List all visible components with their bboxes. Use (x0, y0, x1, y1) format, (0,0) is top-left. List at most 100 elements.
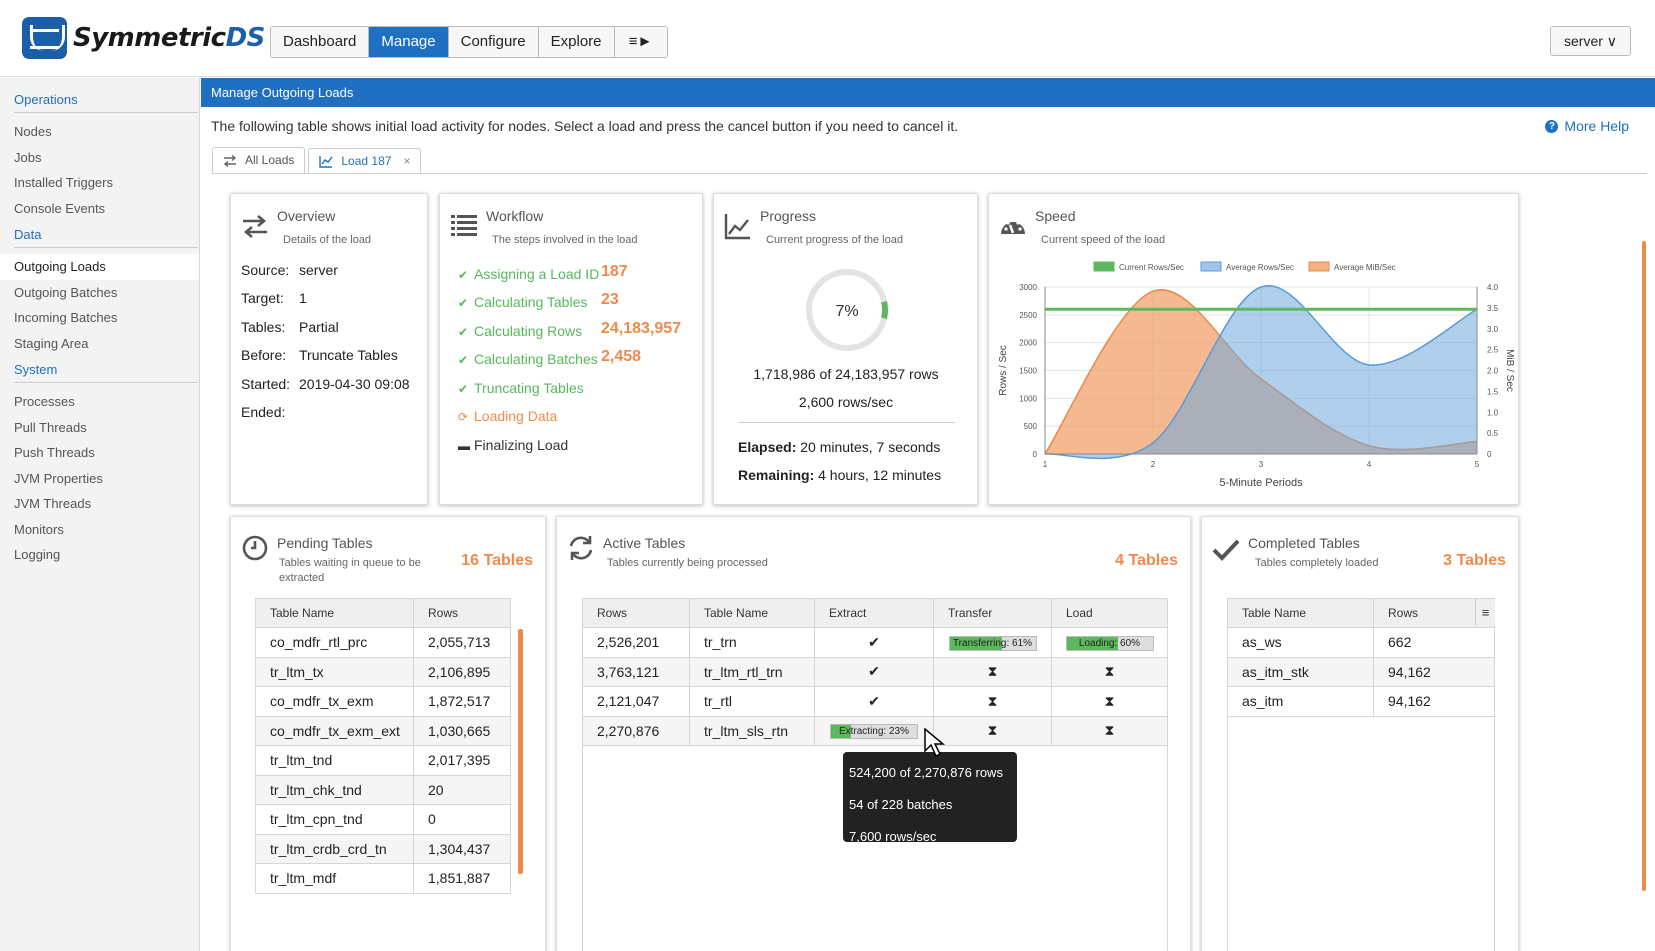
workflow-step-calc-tables: ✔ Calculating Tables 23 (458, 291, 619, 310)
cell-rows: 1,851,887 (413, 863, 511, 894)
cell-table-name: as_ws (1227, 627, 1374, 658)
table-row[interactable]: co_mdfr_rtl_prc 2,055,713 (255, 627, 511, 658)
progress-rate-text: 2,600 rows/sec (798, 394, 894, 410)
col-load[interactable]: Load (1051, 598, 1168, 628)
sidebar-item-jvm-threads[interactable]: JVM Threads (14, 496, 92, 511)
table-row[interactable]: 2,270,876 tr_ltm_sls_rtn Extracting: 23%… (582, 715, 1168, 746)
sidebar-item-push-threads[interactable]: Push Threads (14, 445, 95, 460)
overview-target: Target: 1 (241, 290, 307, 306)
hourglass-icon: ⧗ (987, 663, 998, 680)
series-area (1045, 285, 1477, 459)
nav-explore[interactable]: Explore (538, 27, 615, 57)
symmetricds-logo[interactable]: SymmetricDS (22, 17, 265, 59)
table-row[interactable]: co_mdfr_tx_exm_ext 1,030,665 (255, 715, 511, 746)
sidebar-section-system[interactable]: System (14, 362, 198, 383)
table-row[interactable]: tr_ltm_tnd 2,017,395 (255, 745, 511, 776)
x-tick-label: 2 (1151, 460, 1156, 469)
line-chart-icon (319, 155, 333, 168)
speed-panel: Speed Current speed of the load Current … (988, 193, 1519, 505)
cell-table-name: co_mdfr_tx_exm (255, 686, 414, 717)
sidebar-item-outgoing-batches[interactable]: Outgoing Batches (14, 284, 118, 300)
col-transfer[interactable]: Transfer (933, 598, 1052, 628)
sidebar-item-logging[interactable]: Logging (14, 547, 61, 562)
hourglass-icon: ⧗ (987, 692, 998, 709)
y-tick-label: 1500 (1019, 367, 1037, 376)
extract-progress-bar[interactable]: Extracting: 23% (830, 724, 918, 740)
table-row[interactable]: tr_ltm_cpn_tnd 0 (255, 804, 511, 835)
page-title: Manage Outgoing Loads (201, 78, 1655, 107)
progress-remaining: Remaining: 4 hours, 12 minutes (738, 467, 942, 483)
overview-before: Before: Truncate Tables (241, 347, 398, 363)
col-rows[interactable]: Rows (582, 598, 690, 628)
workflow-title: Workflow (486, 208, 544, 224)
sidebar-item-console-events[interactable]: Console Events (14, 200, 106, 216)
y-tick-label: 1000 (1019, 394, 1037, 403)
col-table-name[interactable]: Table Name (255, 598, 414, 628)
table-row[interactable]: tr_ltm_tx 2,106,895 (255, 656, 511, 687)
pending-scrollbar[interactable] (518, 629, 523, 874)
close-tab-icon[interactable]: × (403, 154, 411, 168)
active-title: Active Tables (603, 535, 686, 551)
tab-load-187[interactable]: Load 187 × (308, 148, 422, 174)
sidebar-section-data[interactable]: Data (14, 227, 198, 248)
table-row[interactable]: 2,121,047 tr_rtl ✔ ⧗ ⧗ (582, 686, 1168, 717)
progress-title: Progress (760, 208, 817, 224)
sidebar-section-operations[interactable]: Operations (14, 92, 198, 113)
col-table-name[interactable]: Table Name (1227, 598, 1374, 628)
list-icon (451, 215, 477, 236)
table-row[interactable]: as_itm_stk 94,162 (1227, 656, 1495, 687)
sidebar-item-staging-area[interactable]: Staging Area (14, 335, 89, 351)
exchange-icon (243, 215, 267, 238)
nav-menu-toggle[interactable]: ≡► (614, 27, 667, 57)
completed-title: Completed Tables (1248, 535, 1360, 551)
sidebar-item-installed-triggers[interactable]: Installed Triggers (14, 175, 113, 190)
overview-ended: Ended: (241, 404, 286, 420)
col-table-name[interactable]: Table Name (689, 598, 815, 628)
sidebar-item-pull-threads[interactable]: Pull Threads (14, 419, 87, 435)
x-tick-label: 3 (1259, 460, 1264, 469)
y2-tick-label: 4.0 (1487, 283, 1499, 292)
active-tables-panel: Active Tables Tables currently being pro… (556, 516, 1191, 951)
table-row[interactable]: 2,526,201 tr_trn ✔ Transferring: 61% Loa… (582, 627, 1168, 658)
page-scrollbar[interactable] (1642, 241, 1646, 891)
exchange-icon (223, 154, 237, 167)
nav-manage[interactable]: Manage (369, 27, 449, 57)
more-help-link[interactable]: ? More Help (1545, 118, 1629, 134)
table-row[interactable]: co_mdfr_tx_exm 1,872,517 (255, 686, 511, 717)
column-menu-icon[interactable]: ≡ (1475, 599, 1495, 626)
table-row[interactable]: 3,763,121 tr_ltm_rtl_trn ✔ ⧗ ⧗ (582, 656, 1168, 687)
y2-tick-label: 0.5 (1487, 429, 1499, 438)
col-rows[interactable]: Rows (1373, 598, 1495, 628)
col-extract[interactable]: Extract (814, 598, 934, 628)
progress-elapsed: Elapsed: 20 minutes, 7 seconds (738, 439, 941, 455)
series-area (1045, 289, 1477, 454)
sidebar-item-jobs[interactable]: Jobs (14, 149, 42, 165)
cell-rows: 1,030,665 (413, 715, 511, 746)
sidebar-item-outgoing-loads[interactable]: Outgoing Loads (0, 254, 199, 280)
tab-all-loads[interactable]: All Loads (212, 147, 306, 173)
y-axis-label: Rows / Sec (998, 345, 1009, 396)
table-row[interactable]: tr_ltm_chk_tnd 20 (255, 774, 511, 805)
workflow-panel: Workflow The steps involved in the load … (439, 193, 703, 505)
logo-text: SymmetricDS (73, 23, 265, 53)
nav-configure[interactable]: Configure (448, 27, 539, 57)
table-row[interactable]: as_ws 662 (1227, 627, 1495, 658)
server-menu-button[interactable]: server ∨ (1550, 26, 1632, 56)
workflow-step-truncate: ✔ Truncating Tables (458, 380, 584, 396)
progress-subtitle: Current progress of the load (766, 234, 903, 246)
tooltip-rate: 7,600 rows/sec (849, 829, 937, 844)
overview-subtitle: Details of the load (283, 234, 372, 246)
sidebar-item-nodes[interactable]: Nodes (14, 124, 52, 139)
col-rows[interactable]: Rows (413, 598, 511, 628)
sidebar-item-jvm-properties[interactable]: JVM Properties (14, 470, 103, 486)
overview-title: Overview (277, 208, 336, 224)
sidebar-item-processes[interactable]: Processes (14, 394, 75, 409)
y-tick-label: 2000 (1019, 339, 1037, 348)
table-row[interactable]: tr_ltm_mdf 1,851,887 (255, 863, 511, 894)
nav-dashboard[interactable]: Dashboard (271, 27, 370, 57)
main-content: Manage Outgoing Loads The following tabl… (201, 78, 1655, 951)
table-row[interactable]: tr_ltm_crdb_crd_tn 1,304,437 (255, 833, 511, 864)
sidebar-item-monitors[interactable]: Monitors (14, 521, 64, 537)
table-row[interactable]: as_itm 94,162 (1227, 686, 1495, 717)
sidebar-item-incoming-batches[interactable]: Incoming Batches (14, 310, 118, 325)
